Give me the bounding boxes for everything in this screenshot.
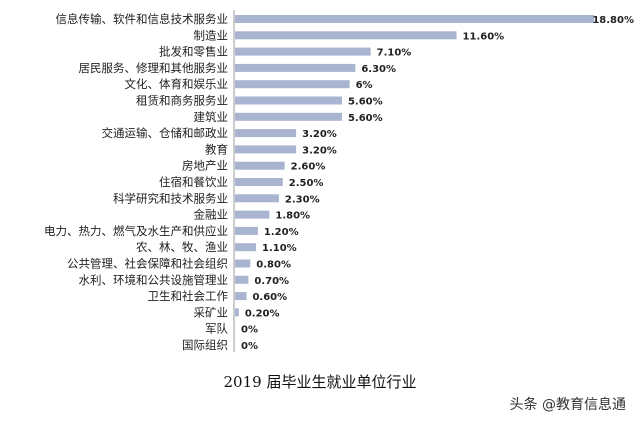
category-label: 租赁和商务服务业 (136, 94, 228, 108)
category-label: 教育 (205, 142, 228, 156)
value-labels: 18.80% 11.60% 7.10% 6.30% 6% 5.60% 5.60% 3.20% 3… (241, 15, 634, 352)
category-label: 金融业 (194, 208, 229, 222)
category-label: 批发和零售业 (159, 45, 228, 59)
bar (235, 259, 251, 268)
category-label: 居民服务、修理和其他服务业 (79, 61, 229, 75)
value-label: 3.20% (302, 145, 337, 156)
value-label: 11.60% (463, 31, 505, 42)
bar (235, 161, 285, 170)
category-label: 科学研究和技术服务业 (113, 191, 228, 205)
bar (235, 210, 270, 219)
value-label: 3.20% (302, 129, 337, 140)
bar (235, 96, 342, 105)
value-label: 2.60% (291, 162, 326, 173)
value-label: 1.20% (264, 227, 299, 238)
bars (235, 15, 595, 317)
value-label: 0% (241, 325, 258, 336)
value-label: 0.70% (254, 276, 289, 287)
bar (235, 308, 239, 317)
category-label: 军队 (205, 322, 228, 336)
bar (235, 275, 249, 284)
value-label: 0.80% (256, 260, 291, 271)
bar (235, 145, 297, 154)
category-label: 水利、环境和公共设施管理业 (79, 273, 229, 287)
category-label: 电力、热力、燃气及水生产和供应业 (44, 224, 228, 238)
value-label: 2.50% (289, 178, 324, 189)
bar (235, 80, 350, 89)
watermark-text: 头条 @教育信息通 (509, 397, 626, 413)
category-label: 国际组织 (182, 338, 228, 352)
category-label: 卫生和社会工作 (148, 289, 229, 303)
value-label: 2.30% (285, 194, 320, 205)
category-label: 文化、体育和娱乐业 (125, 77, 229, 91)
category-label: 交通运输、仓储和邮政业 (102, 126, 229, 140)
value-label: 1.80% (275, 211, 310, 222)
bar (235, 243, 257, 252)
bar (235, 292, 247, 301)
value-label: 5.60% (348, 113, 383, 124)
value-label: 0.60% (252, 292, 287, 303)
bar (235, 112, 342, 121)
category-label: 制造业 (194, 28, 229, 42)
bar (235, 31, 457, 40)
category-label: 采矿业 (194, 305, 229, 319)
category-label: 建筑业 (194, 110, 229, 124)
bar (235, 47, 371, 56)
value-label: 6.30% (361, 64, 396, 75)
value-label: 7.10% (377, 48, 412, 59)
bar (235, 194, 279, 203)
bar (235, 226, 258, 235)
bar (235, 129, 297, 138)
value-label: 0% (241, 341, 258, 352)
bar (235, 15, 595, 23)
category-labels: 信息传输、软件和信息技术服务业制造业批发和零售业居民服务、修理和其他服务业文化、… (44, 12, 228, 352)
bar (235, 178, 283, 186)
value-label: 5.60% (348, 97, 383, 108)
value-label: 0.20% (245, 308, 280, 319)
value-label: 18.80% (592, 15, 634, 26)
category-label: 房地产业 (182, 159, 228, 173)
category-label: 公共管理、社会保障和社会组织 (67, 257, 228, 271)
category-label: 住宿和餐饮业 (159, 175, 228, 189)
bar (235, 63, 356, 72)
category-label: 信息传输、软件和信息技术服务业 (56, 12, 229, 26)
value-label: 1.10% (262, 243, 297, 254)
category-label: 农、林、牧、渔业 (136, 240, 228, 254)
value-label: 6% (356, 80, 373, 91)
chart-title: 2019 届毕业生就业单位行业 (223, 373, 417, 391)
